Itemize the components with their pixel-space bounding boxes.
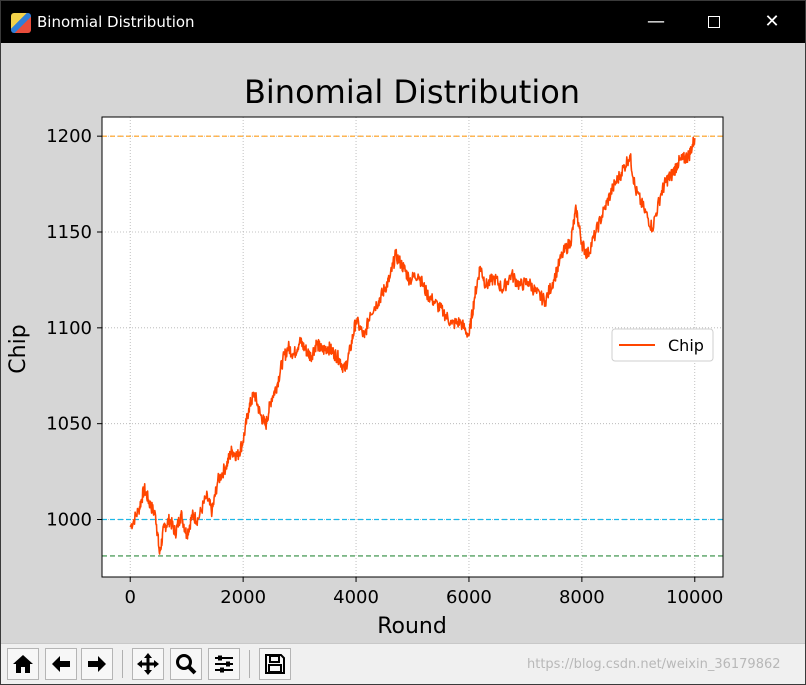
move-icon <box>137 653 159 675</box>
legend-label-chip: Chip <box>668 336 704 355</box>
series-lines <box>129 136 696 555</box>
navigation-toolbar <box>1 643 805 684</box>
y-axis-ticks: 1000 1050 1100 1150 1200 <box>46 126 102 531</box>
series-line-chip <box>129 136 696 555</box>
minimize-button[interactable]: — <box>647 11 665 32</box>
title-bar[interactable]: Binomial Distribution — ✕ <box>1 1 805 43</box>
magnifier-icon <box>176 654 197 675</box>
x-tick-label: 6000 <box>446 587 492 608</box>
y-tick-label: 1150 <box>46 222 92 243</box>
y-axis-label: Chip <box>6 324 31 373</box>
pan-button[interactable] <box>132 648 164 680</box>
zoom-button[interactable] <box>170 648 202 680</box>
window-title: Binomial Distribution <box>37 13 195 31</box>
y-tick-label: 1000 <box>46 510 92 531</box>
watermark: https://blog.csdn.net/weixin_36179862 <box>527 657 781 672</box>
floppy-disk-icon <box>265 654 285 674</box>
x-tick-label: 4000 <box>333 587 379 608</box>
close-button[interactable]: ✕ <box>764 11 780 32</box>
save-button[interactable] <box>259 648 291 680</box>
maximize-icon <box>708 16 720 28</box>
axes-frame <box>101 116 724 578</box>
chart-title: Binomial Distribution <box>244 73 580 111</box>
arrow-right-icon <box>88 656 106 672</box>
y-tick-label: 1100 <box>46 318 92 339</box>
legend: Chip <box>611 328 714 362</box>
forward-button[interactable] <box>81 648 113 680</box>
x-tick-label: 10000 <box>666 587 723 608</box>
x-tick-label: 8000 <box>559 587 605 608</box>
y-tick-label: 1050 <box>46 414 92 435</box>
home-icon <box>13 655 33 673</box>
x-tick-label: 2000 <box>220 587 266 608</box>
y-tick-label: 1200 <box>46 126 92 147</box>
app-icon <box>11 13 31 33</box>
configure-subplots-button[interactable] <box>208 648 240 680</box>
x-axis-ticks: 0 2000 4000 6000 8000 10000 <box>125 577 723 608</box>
sliders-icon <box>215 655 233 673</box>
chart-svg: 0 2000 4000 6000 8000 10000 10001050110011501… <box>6 73 724 639</box>
toolbar-separator <box>122 650 123 678</box>
toolbar-separator <box>249 650 250 678</box>
maximize-button[interactable] <box>685 1 743 43</box>
arrow-left-icon <box>52 656 70 672</box>
home-button[interactable] <box>7 648 39 680</box>
x-axis-label: Round <box>377 614 447 639</box>
figure-canvas[interactable]: 0 2000 4000 6000 8000 10000 1000 1050 1100 1150 1… <box>1 43 805 643</box>
legend-box <box>611 328 714 362</box>
x-tick-label: 0 <box>125 587 136 608</box>
back-button[interactable] <box>45 648 77 680</box>
